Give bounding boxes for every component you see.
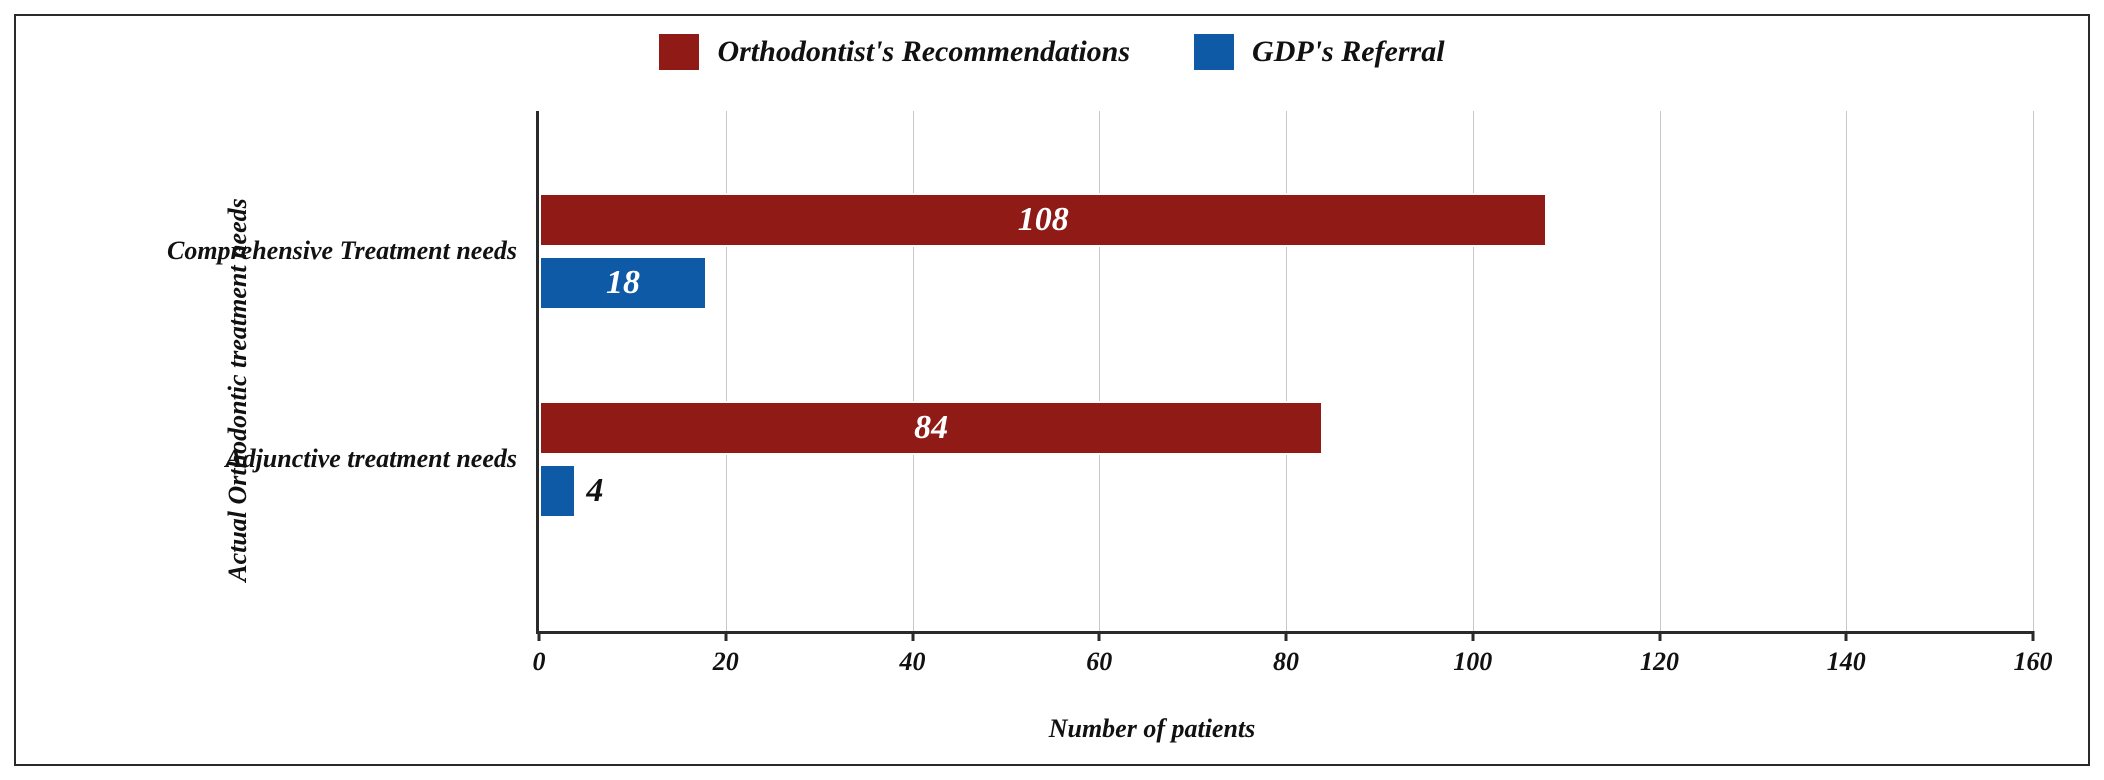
category-label: Comprehensive Treatment needs	[167, 236, 517, 266]
x-tick-label: 20	[713, 647, 739, 677]
x-tick-label: 80	[1273, 647, 1299, 677]
legend-label-orthodontist: Orthodontist's Recommendations	[717, 35, 1130, 69]
bar-orthodontist: 84	[539, 401, 1323, 455]
grid-line	[726, 111, 727, 631]
grid-line	[1473, 111, 1474, 631]
x-tick-label: 60	[1086, 647, 1112, 677]
x-tick-mark	[2032, 631, 2035, 641]
bar-value-label: 108	[541, 201, 1545, 239]
x-tick-mark	[724, 631, 727, 641]
x-tick-label: 40	[900, 647, 926, 677]
bar-value-label: 4	[586, 472, 603, 510]
bar-gdp: 18	[539, 256, 707, 310]
chart-frame: Orthodontist's Recommendations GDP's Ref…	[14, 14, 2090, 766]
legend-item-orthodontist: Orthodontist's Recommendations	[659, 34, 1130, 70]
grid-line	[2033, 111, 2034, 631]
bar-orthodontist: 108	[539, 193, 1547, 247]
grid-line	[1846, 111, 1847, 631]
x-tick-mark	[1658, 631, 1661, 641]
bar-value-label: 84	[541, 409, 1321, 447]
grid-line	[1660, 111, 1661, 631]
grid-line	[1286, 111, 1287, 631]
legend-swatch-gdp	[1194, 34, 1234, 70]
x-tick-label: 0	[533, 647, 546, 677]
gridlines: 020406080100120140160	[539, 111, 2033, 631]
category-label: Adjunctive treatment needs	[225, 444, 517, 474]
legend-label-gdp: GDP's Referral	[1252, 35, 1444, 69]
x-tick-mark	[911, 631, 914, 641]
legend-swatch-orthodontist	[659, 34, 699, 70]
grid-line	[1099, 111, 1100, 631]
chart-legend: Orthodontist's Recommendations GDP's Ref…	[16, 34, 2088, 75]
bar-gdp: 4	[539, 464, 576, 518]
x-tick-label: 120	[1640, 647, 1679, 677]
legend-item-gdp: GDP's Referral	[1194, 34, 1444, 70]
x-tick-mark	[1098, 631, 1101, 641]
x-tick-label: 100	[1453, 647, 1492, 677]
grid-line	[913, 111, 914, 631]
x-tick-mark	[1845, 631, 1848, 641]
plot-area: 020406080100120140160 Comprehensive Trea…	[536, 111, 2033, 634]
x-axis-title: Number of patients	[16, 714, 2088, 744]
x-tick-label: 140	[1827, 647, 1866, 677]
x-tick-mark	[1285, 631, 1288, 641]
x-tick-mark	[538, 631, 541, 641]
bar-value-label: 18	[541, 264, 705, 302]
x-tick-label: 160	[2014, 647, 2053, 677]
x-tick-mark	[1471, 631, 1474, 641]
